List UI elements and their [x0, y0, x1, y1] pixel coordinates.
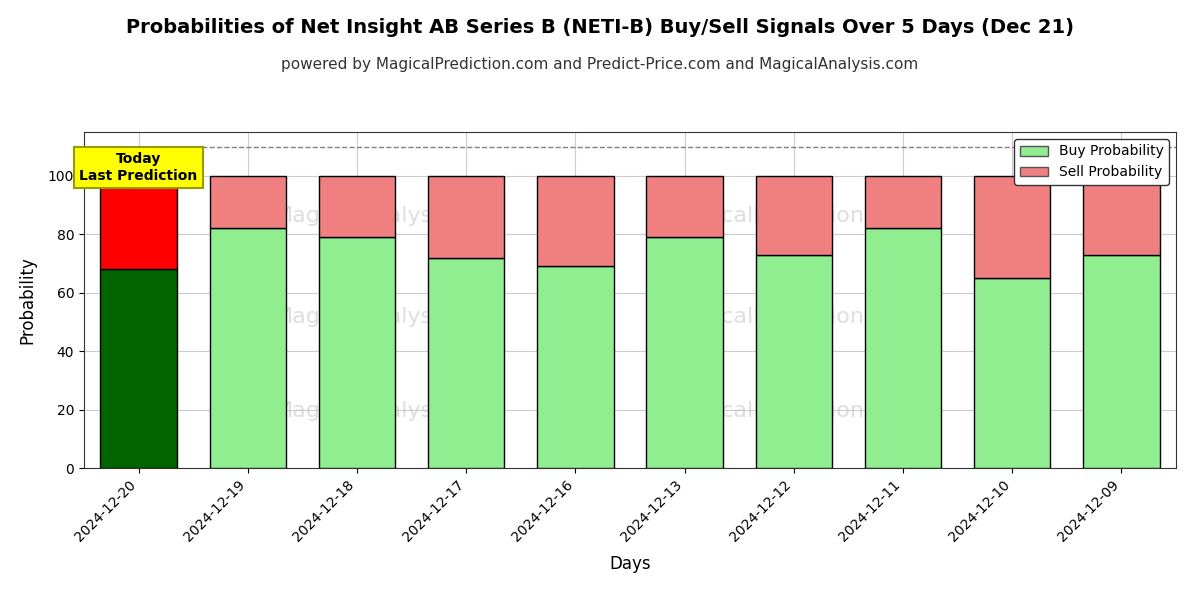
Text: MagicalAnalysis.com: MagicalAnalysis.com — [274, 206, 505, 226]
Bar — [319, 237, 395, 468]
Bar — [319, 176, 395, 237]
Text: MagicalAnalysis.com: MagicalAnalysis.com — [274, 307, 505, 327]
Text: Today
Last Prediction: Today Last Prediction — [79, 152, 198, 182]
Bar — [1084, 176, 1159, 255]
Bar — [647, 237, 722, 468]
Y-axis label: Probability: Probability — [19, 256, 37, 344]
Text: MagicalAnalysis.com: MagicalAnalysis.com — [274, 401, 505, 421]
Bar — [538, 266, 613, 468]
Bar — [865, 229, 941, 468]
X-axis label: Days: Days — [610, 556, 650, 574]
Bar — [101, 176, 176, 269]
Bar — [974, 176, 1050, 278]
Bar — [647, 176, 722, 237]
Text: MagicalPrediction.com: MagicalPrediction.com — [668, 401, 919, 421]
Bar — [538, 176, 613, 266]
Bar — [101, 269, 176, 468]
Bar — [865, 176, 941, 229]
Text: MagicalPrediction.com: MagicalPrediction.com — [668, 307, 919, 327]
Text: MagicalPrediction.com: MagicalPrediction.com — [668, 206, 919, 226]
Bar — [974, 278, 1050, 468]
Text: powered by MagicalPrediction.com and Predict-Price.com and MagicalAnalysis.com: powered by MagicalPrediction.com and Pre… — [281, 57, 919, 72]
Bar — [756, 255, 832, 468]
Bar — [210, 176, 286, 229]
Bar — [756, 176, 832, 255]
Bar — [428, 257, 504, 468]
Bar — [1084, 255, 1159, 468]
Bar — [428, 176, 504, 257]
Bar — [210, 229, 286, 468]
Legend: Buy Probability, Sell Probability: Buy Probability, Sell Probability — [1014, 139, 1169, 185]
Text: Probabilities of Net Insight AB Series B (NETI-B) Buy/Sell Signals Over 5 Days (: Probabilities of Net Insight AB Series B… — [126, 18, 1074, 37]
